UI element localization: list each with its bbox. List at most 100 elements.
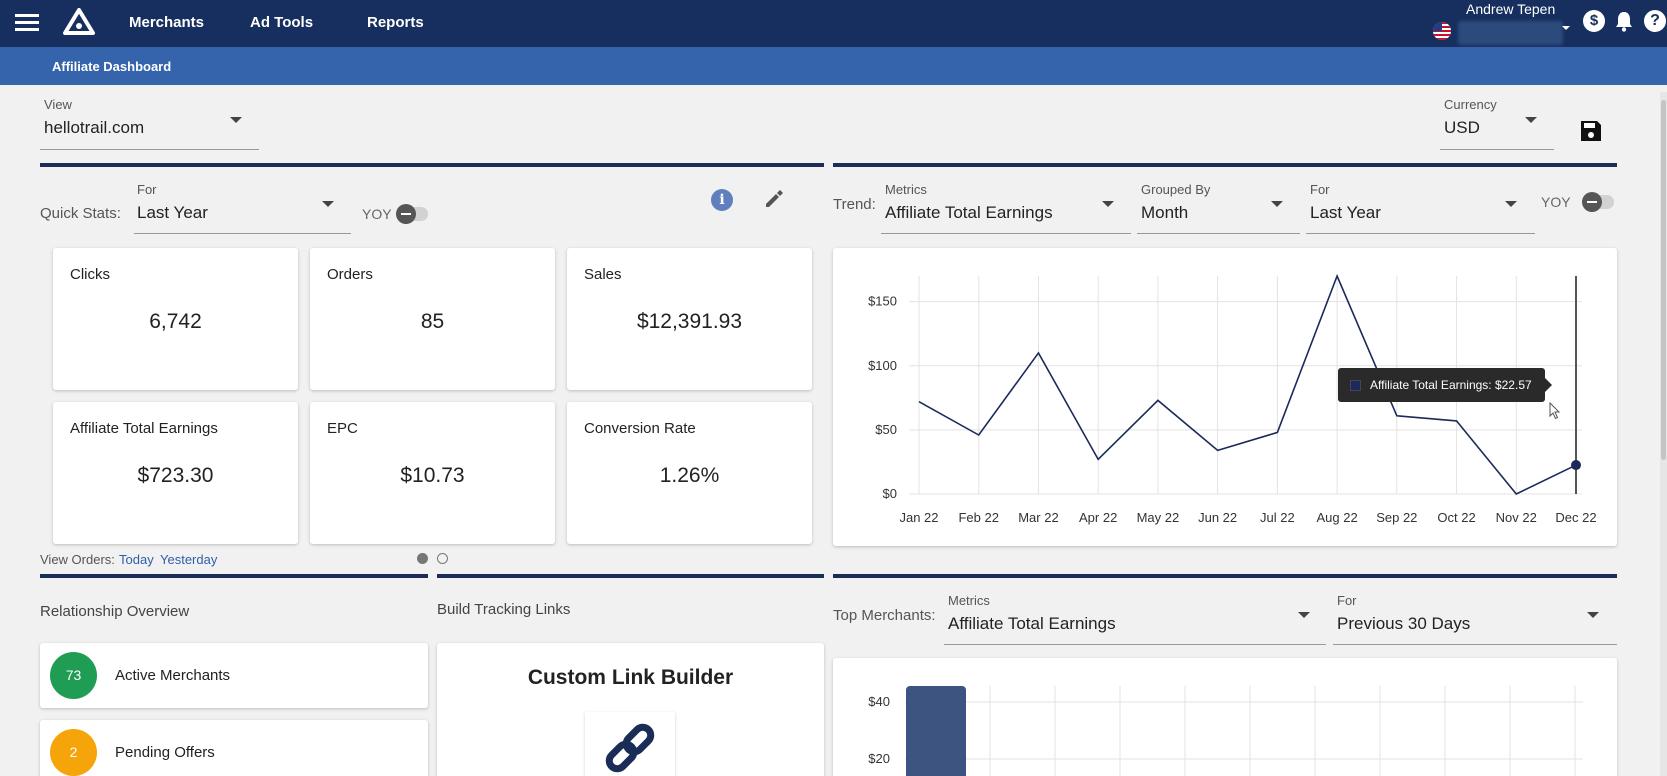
build-tracking-links-title: Build Tracking Links — [437, 601, 571, 618]
stat-card-value: $723.30 — [137, 464, 214, 487]
user-name[interactable]: Andrew Tepen — [1466, 1, 1556, 17]
trend-label: Trend: — [833, 196, 876, 213]
relationship-divider — [40, 574, 428, 578]
currency-label: Currency — [1444, 97, 1497, 112]
trend-for-label: For — [1310, 182, 1330, 197]
series-line — [918, 273, 1577, 495]
pending-offers-label: Pending Offers — [115, 744, 215, 761]
edit-pencil-icon[interactable] — [763, 188, 785, 210]
quick-stats-label: Quick Stats: — [40, 205, 121, 222]
x-tick-label: Jan 22 — [899, 510, 938, 525]
carousel-dot-active[interactable] — [417, 553, 428, 564]
stat-card-value: $10.73 — [400, 464, 465, 487]
trend-grouped-dropdown-icon[interactable] — [1271, 201, 1283, 207]
pending-offers-item[interactable]: 2 Pending Offers — [40, 720, 428, 776]
stat-card-affiliate-earnings: Affiliate Total Earnings $723.30 — [53, 402, 298, 544]
quick-stats-period-select[interactable]: Last Year — [137, 203, 208, 222]
us-flag-icon[interactable] — [1432, 21, 1452, 41]
trend-metrics-select[interactable]: Affiliate Total Earnings — [885, 203, 1053, 222]
view-dropdown-icon[interactable] — [230, 117, 242, 123]
view-orders-today-link[interactable]: Today — [119, 552, 154, 567]
trend-grouped-select[interactable]: Month — [1141, 203, 1189, 222]
stat-card-label: Orders — [327, 266, 373, 283]
trend-grouped-label: Grouped By — [1141, 182, 1211, 197]
active-merchants-item[interactable]: 73 Active Merchants — [40, 643, 428, 708]
y-tick-label: $150 — [868, 294, 897, 309]
active-merchants-label: Active Merchants — [115, 667, 231, 684]
x-tick-label: Nov 22 — [1496, 510, 1537, 525]
top-merchants-chart-card: $20 $40 — [833, 658, 1617, 776]
help-icon[interactable]: ? — [1644, 10, 1666, 32]
nav-merchants[interactable]: Merchants — [129, 14, 205, 31]
y-tick-label: $50 — [875, 422, 897, 437]
scrollbar-thumb[interactable] — [1661, 100, 1666, 460]
save-icon[interactable] — [1580, 120, 1602, 142]
quick-stats-yoy-label: YOY — [362, 206, 392, 222]
y-tick-label: $100 — [868, 358, 897, 373]
nav-ad-tools[interactable]: Ad Tools — [250, 14, 314, 31]
view-orders-yesterday-link[interactable]: Yesterday — [160, 552, 218, 567]
relationship-overview-title: Relationship Overview — [40, 603, 190, 620]
info-icon[interactable]: i — [711, 189, 733, 211]
stat-card-sales: Sales $12,391.93 — [567, 248, 812, 390]
trend-yoy-label: YOY — [1541, 194, 1571, 210]
trend-period-select[interactable]: Last Year — [1310, 203, 1381, 222]
x-tick-label: Sep 22 — [1376, 510, 1417, 525]
stat-card-label: Sales — [584, 266, 622, 283]
chart-tooltip: Affiliate Total Earnings: $22.57 — [1338, 368, 1552, 402]
trend-divider — [833, 163, 1617, 167]
x-tick-label: Aug 22 — [1316, 510, 1357, 525]
trend-metrics-label: Metrics — [885, 182, 927, 197]
brand-logo-icon[interactable] — [62, 8, 96, 36]
stat-card-clicks: Clicks 6,742 — [53, 248, 298, 390]
top-merchants-metrics-select[interactable]: Affiliate Total Earnings — [948, 614, 1116, 633]
currency-select[interactable]: USD — [1444, 118, 1480, 137]
trend-period-dropdown-icon[interactable] — [1505, 201, 1517, 207]
account-selector[interactable] — [1458, 21, 1563, 45]
bar — [906, 686, 966, 776]
top-merchants-period-select[interactable]: Previous 30 Days — [1337, 614, 1471, 633]
top-merchants-label: Top Merchants: — [833, 607, 936, 624]
custom-link-builder-card[interactable]: Custom Link Builder — [437, 643, 824, 776]
top-merchants-period-dropdown-icon[interactable] — [1587, 612, 1599, 618]
nav-reports[interactable]: Reports — [367, 14, 424, 31]
quick-stats-yoy-toggle[interactable] — [396, 204, 428, 224]
link-chain-icon — [605, 723, 655, 773]
trend-metrics-dropdown-icon[interactable] — [1102, 201, 1114, 207]
top-merchants-bar-chart[interactable]: $20 $40 — [833, 658, 1617, 776]
top-navigation-bar: Merchants Ad Tools Reports Andrew Tepen … — [0, 0, 1667, 47]
top-merchants-metrics-label: Metrics — [948, 593, 990, 608]
pending-offers-count: 2 — [50, 729, 97, 776]
hamburger-menu-icon[interactable] — [15, 14, 39, 32]
y-tick-label: $40 — [868, 694, 890, 709]
stat-card-value: 85 — [420, 310, 445, 333]
x-tick-label: May 22 — [1137, 510, 1180, 525]
stat-card-value: 1.26% — [659, 464, 720, 487]
currency-dropdown-icon[interactable] — [1525, 117, 1537, 123]
page-scrollbar[interactable] — [1660, 92, 1667, 776]
x-tick-label: Jul 22 — [1260, 510, 1295, 525]
x-tick-label: Apr 22 — [1079, 510, 1117, 525]
quick-stats-dropdown-icon[interactable] — [322, 201, 334, 207]
view-select[interactable]: hellotrail.com — [44, 118, 145, 137]
stat-card-label: Clicks — [70, 266, 110, 283]
y-tick-label: $20 — [868, 751, 890, 766]
carousel-dot[interactable] — [437, 553, 448, 564]
dollar-icon[interactable]: $ — [1583, 10, 1605, 32]
mouse-cursor-icon — [1549, 402, 1561, 420]
trend-yoy-toggle[interactable] — [1582, 192, 1614, 212]
top-merchants-divider — [833, 574, 1617, 578]
top-merchants-metrics-dropdown-icon[interactable] — [1298, 612, 1310, 618]
chevron-down-icon[interactable] — [1562, 26, 1570, 30]
stat-card-value: $12,391.93 — [636, 310, 743, 333]
view-label: View — [44, 97, 72, 112]
active-merchants-count: 73 — [50, 652, 97, 699]
stat-card-conversion-rate: Conversion Rate 1.26% — [567, 402, 812, 544]
tracking-divider — [437, 574, 824, 578]
page-title: Affiliate Dashboard — [52, 59, 172, 74]
bell-icon[interactable] — [1614, 10, 1634, 32]
x-tick-label: Mar 22 — [1018, 510, 1058, 525]
trend-chart-card: $0 $50 $100 $150 Jan 22 Feb 22 Mar 22 Apr 22 May… — [833, 248, 1617, 546]
x-tick-label: Oct 22 — [1437, 510, 1475, 525]
stat-card-value: 6,742 — [149, 310, 202, 333]
